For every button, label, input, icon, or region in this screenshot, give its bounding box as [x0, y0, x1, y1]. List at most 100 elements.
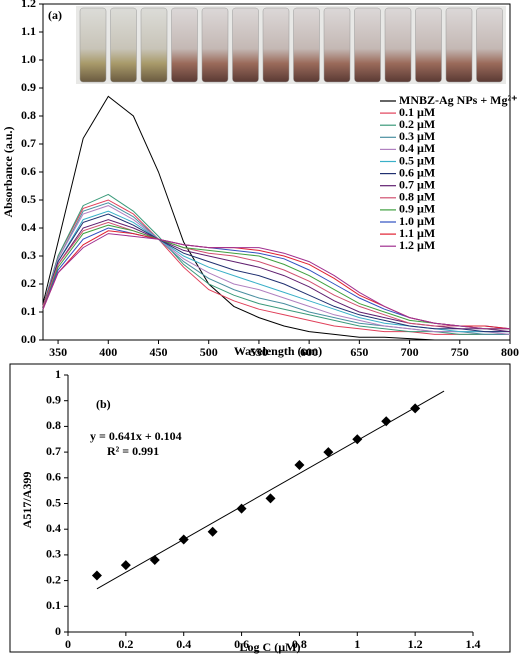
panel-b-frame: [9, 363, 511, 653]
x-tick-label: 400: [99, 345, 117, 359]
y-tick-label: 1: [55, 367, 61, 381]
y-tick-label: 0.3: [21, 248, 36, 262]
vial: [415, 7, 442, 83]
y-axis-label: A517/A399: [20, 472, 34, 529]
x-tick-label: 350: [49, 345, 67, 359]
vial: [476, 7, 503, 83]
spectrum-line: [42, 202, 510, 335]
legend-label: 0.1 µM: [399, 105, 435, 119]
vial: [232, 7, 259, 83]
y-tick-label: 0.4: [46, 521, 61, 535]
spectrum-line: [42, 227, 511, 330]
x-tick-label: 750: [451, 345, 469, 359]
y-tick-label: 0.8: [46, 418, 61, 432]
y-tick-label: 0.6: [21, 164, 36, 178]
y-tick-label: 0.0: [21, 332, 36, 346]
spectrum-line: [42, 95, 510, 341]
data-point: [207, 526, 218, 537]
x-tick-label: 0.8: [292, 637, 307, 651]
legend-label: 0.6 µM: [399, 165, 435, 179]
vial: [201, 7, 229, 83]
x-tick-label: 550: [250, 345, 268, 359]
y-tick-label: 0.6: [46, 470, 61, 484]
chart-a: 0.0 0.1 0.2 0.3 0.4 0.5 0.6 0.7 0.8 0.9 1.0 1.1 1.2 3…: [1, 0, 519, 359]
spectrum-line: [42, 213, 510, 333]
data-point: [149, 555, 160, 566]
y-tick-label: 0.8: [21, 108, 36, 122]
y-tick-label: 0.1: [46, 598, 61, 612]
vial: [171, 7, 198, 83]
x-axis-label: Wavelength (nm): [234, 344, 322, 358]
vial: [293, 7, 320, 83]
vial: [262, 7, 290, 83]
legend-label: 0.5 µM: [399, 153, 435, 167]
x-tick-label: 650: [350, 345, 368, 359]
x-tick-label: 1.4: [466, 637, 481, 651]
equation: y = 0.641x + 0.104: [90, 429, 182, 443]
data-point: [236, 503, 247, 514]
data-point: [323, 447, 334, 458]
x-tick-label: 0.4: [176, 637, 191, 651]
x-tick-label: 0.6: [234, 637, 249, 651]
vial: [445, 7, 473, 83]
spectrum-line: [42, 230, 511, 330]
spectrum-line: [42, 205, 511, 335]
x-tick-label: 1.2: [408, 637, 423, 651]
x-tick-label: 500: [200, 345, 218, 359]
data-point: [381, 416, 392, 427]
y-tick-label: 0.3: [46, 547, 61, 561]
data-point: [178, 534, 189, 545]
chart-b: 0 0.1 0.2 0.3 0.4 0.5 0.6 0.7 0.8 0.9 1 0 0.2 0.4 0.6 0…: [20, 367, 481, 654]
spectrum-line: [42, 199, 510, 335]
vial: [323, 7, 351, 83]
x-axis-label: Log C (µM): [240, 640, 301, 654]
legend-label: 0.4 µM: [399, 141, 435, 155]
data-point: [91, 570, 102, 581]
spectrum-line: [42, 221, 510, 330]
spectrum-line: [42, 219, 511, 333]
x-tick-label: 700: [401, 345, 419, 359]
x-tick-label: 0: [65, 637, 71, 651]
y-tick-label: 1.0: [21, 52, 36, 66]
x-tick-label: 800: [501, 345, 519, 359]
x-tick-label: 0.2: [118, 637, 133, 651]
legend-label: 1.2 µM: [399, 238, 435, 252]
panel-label: (a): [48, 8, 62, 22]
x-tick-label: 1: [354, 637, 360, 651]
legend-label: 0.7 µM: [399, 177, 435, 191]
data-point: [294, 459, 305, 470]
vial: [384, 7, 412, 83]
y-tick-label: 0.2: [46, 572, 61, 586]
trendline: [96, 390, 445, 590]
y-axis-label: Absorbance (a.u.): [1, 126, 15, 217]
vial: [79, 7, 107, 83]
data-point: [265, 493, 276, 504]
vial: [140, 7, 168, 83]
x-tick-label: 450: [149, 345, 167, 359]
vial: [354, 7, 381, 83]
y-tick-label: 0.2: [21, 276, 36, 290]
y-tick-label: 1.2: [21, 0, 36, 10]
x-tick-label: 600: [300, 345, 318, 359]
spectrum-line: [42, 233, 510, 330]
vial: [110, 7, 137, 83]
vial-photo: [76, 6, 506, 84]
y-tick-label: 0.7: [21, 136, 36, 150]
legend-label: 0.8 µM: [399, 190, 435, 204]
panel-label: (b): [96, 397, 111, 411]
legend-label: 0.3 µM: [399, 129, 435, 143]
y-tick-label: 1.1: [21, 24, 36, 38]
data-point: [352, 434, 363, 445]
y-tick-label: 0.1: [21, 304, 36, 318]
legend-label: 0.9 µM: [399, 202, 435, 216]
y-tick-label: 0.9: [46, 392, 61, 406]
data-point: [120, 560, 131, 571]
r-squared: R² = 0.991: [107, 444, 159, 458]
legend-label: MNBZ-Ag NPs + Mg²⁺: [399, 93, 517, 107]
legend-label: 1.0 µM: [399, 214, 435, 228]
data-point: [410, 403, 421, 414]
y-tick-label: 0.9: [21, 80, 36, 94]
legend-label: 0.2 µM: [399, 117, 435, 131]
